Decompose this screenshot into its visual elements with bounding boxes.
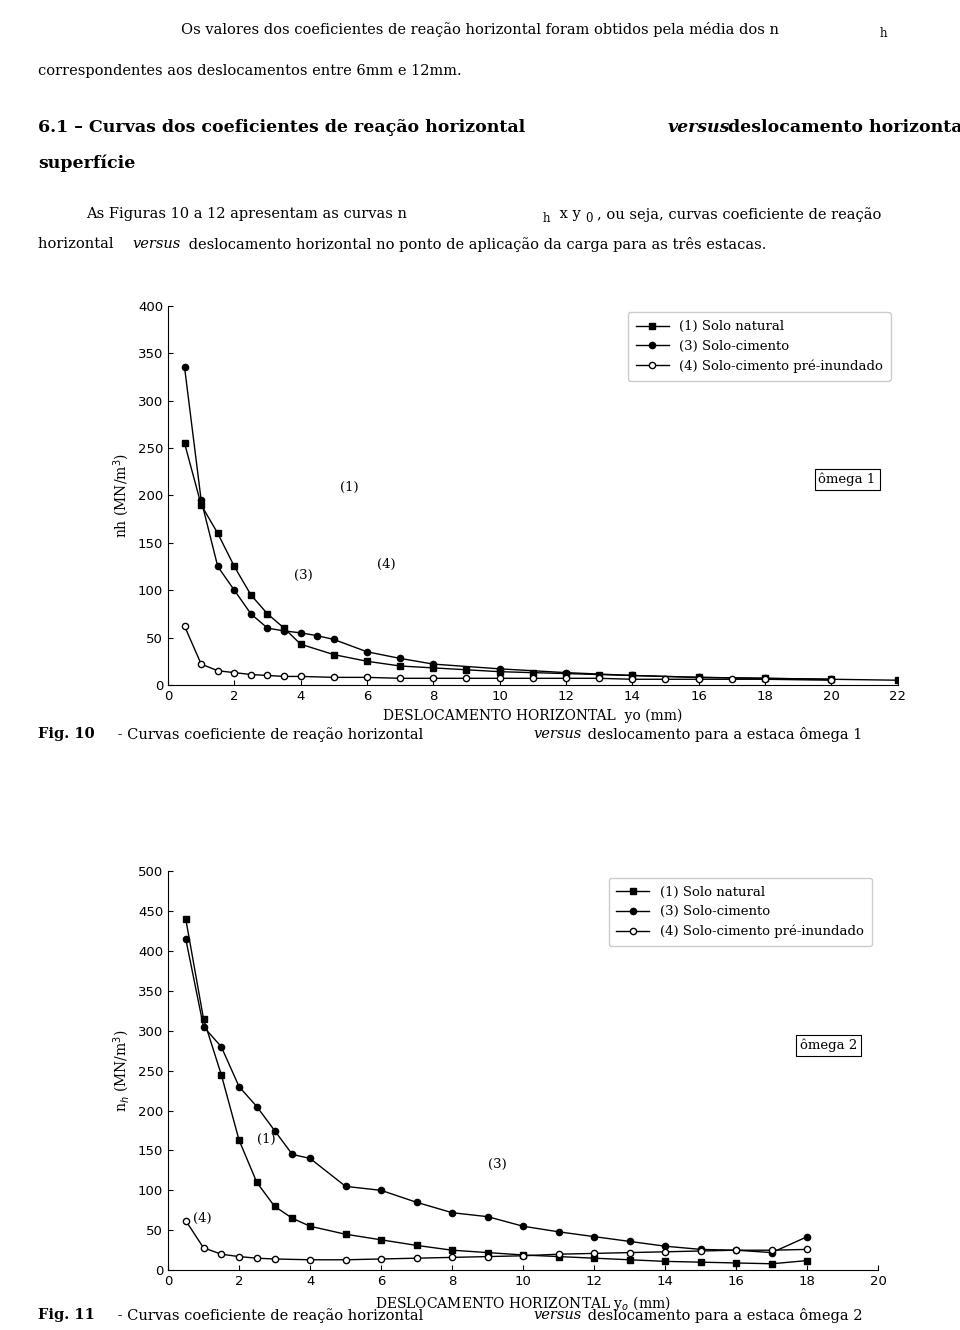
Text: - Curvas coeficiente de reação horizontal: - Curvas coeficiente de reação horizonta… — [113, 728, 428, 742]
Text: versus: versus — [132, 237, 180, 251]
Text: ômega 2: ômega 2 — [800, 1039, 857, 1052]
Text: deslocamento horizontal na: deslocamento horizontal na — [722, 118, 960, 136]
Text: ômega 1: ômega 1 — [819, 472, 876, 487]
Text: 6.1 – Curvas dos coeficientes de reação horizontal: 6.1 – Curvas dos coeficientes de reação … — [38, 118, 532, 136]
Text: Fig. 10: Fig. 10 — [38, 728, 95, 741]
Text: Os valores dos coeficientes de reação horizontal foram obtidos pela média dos n: Os valores dos coeficientes de reação ho… — [181, 23, 779, 37]
X-axis label: DESLOCAMENTO HORIZONTAL  yo (mm): DESLOCAMENTO HORIZONTAL yo (mm) — [383, 709, 683, 722]
Text: versus: versus — [534, 1309, 582, 1322]
Y-axis label: nh (MN/m$^3$): nh (MN/m$^3$) — [112, 454, 132, 537]
Text: h: h — [879, 28, 887, 40]
Text: deslocamento horizontal no ponto de aplicação da carga para as três estacas.: deslocamento horizontal no ponto de apli… — [184, 237, 767, 251]
Text: x y: x y — [555, 207, 581, 221]
Text: deslocamento para a estaca ômega 2: deslocamento para a estaca ômega 2 — [583, 1309, 862, 1323]
Text: versus: versus — [667, 118, 730, 136]
Text: (3): (3) — [488, 1158, 507, 1170]
Text: (4): (4) — [377, 559, 396, 572]
Text: (1): (1) — [341, 480, 359, 493]
Text: 0: 0 — [586, 213, 593, 225]
Text: (1): (1) — [257, 1132, 276, 1145]
X-axis label: DESLOCAMENTO HORIZONTAL y$_o$ (mm): DESLOCAMENTO HORIZONTAL y$_o$ (mm) — [375, 1294, 671, 1313]
Text: Fig. 11: Fig. 11 — [38, 1309, 95, 1322]
Text: As Figuras 10 a 12 apresentam as curvas n: As Figuras 10 a 12 apresentam as curvas … — [86, 207, 407, 221]
Text: (4): (4) — [193, 1212, 211, 1225]
Text: deslocamento para a estaca ômega 1: deslocamento para a estaca ômega 1 — [583, 728, 862, 742]
Legend: (1) Solo natural, (3) Solo-cimento, (4) Solo-cimento pré-inundado: (1) Solo natural, (3) Solo-cimento, (4) … — [609, 878, 872, 946]
Text: versus: versus — [534, 728, 582, 741]
Legend: (1) Solo natural, (3) Solo-cimento, (4) Solo-cimento pré-inundado: (1) Solo natural, (3) Solo-cimento, (4) … — [628, 313, 891, 380]
Text: , ou seja, curvas coeficiente de reação: , ou seja, curvas coeficiente de reação — [597, 207, 881, 222]
Text: (3): (3) — [294, 569, 313, 581]
Text: superfície: superfície — [38, 156, 135, 173]
Text: h: h — [542, 213, 550, 225]
Y-axis label: n$_h$ (MN/m$^3$): n$_h$ (MN/m$^3$) — [111, 1029, 132, 1112]
Text: correspondentes aos deslocamentos entre 6mm e 12mm.: correspondentes aos deslocamentos entre … — [38, 64, 462, 78]
Text: - Curvas coeficiente de reação horizontal: - Curvas coeficiente de reação horizonta… — [113, 1309, 428, 1323]
Text: horizontal: horizontal — [38, 237, 118, 251]
